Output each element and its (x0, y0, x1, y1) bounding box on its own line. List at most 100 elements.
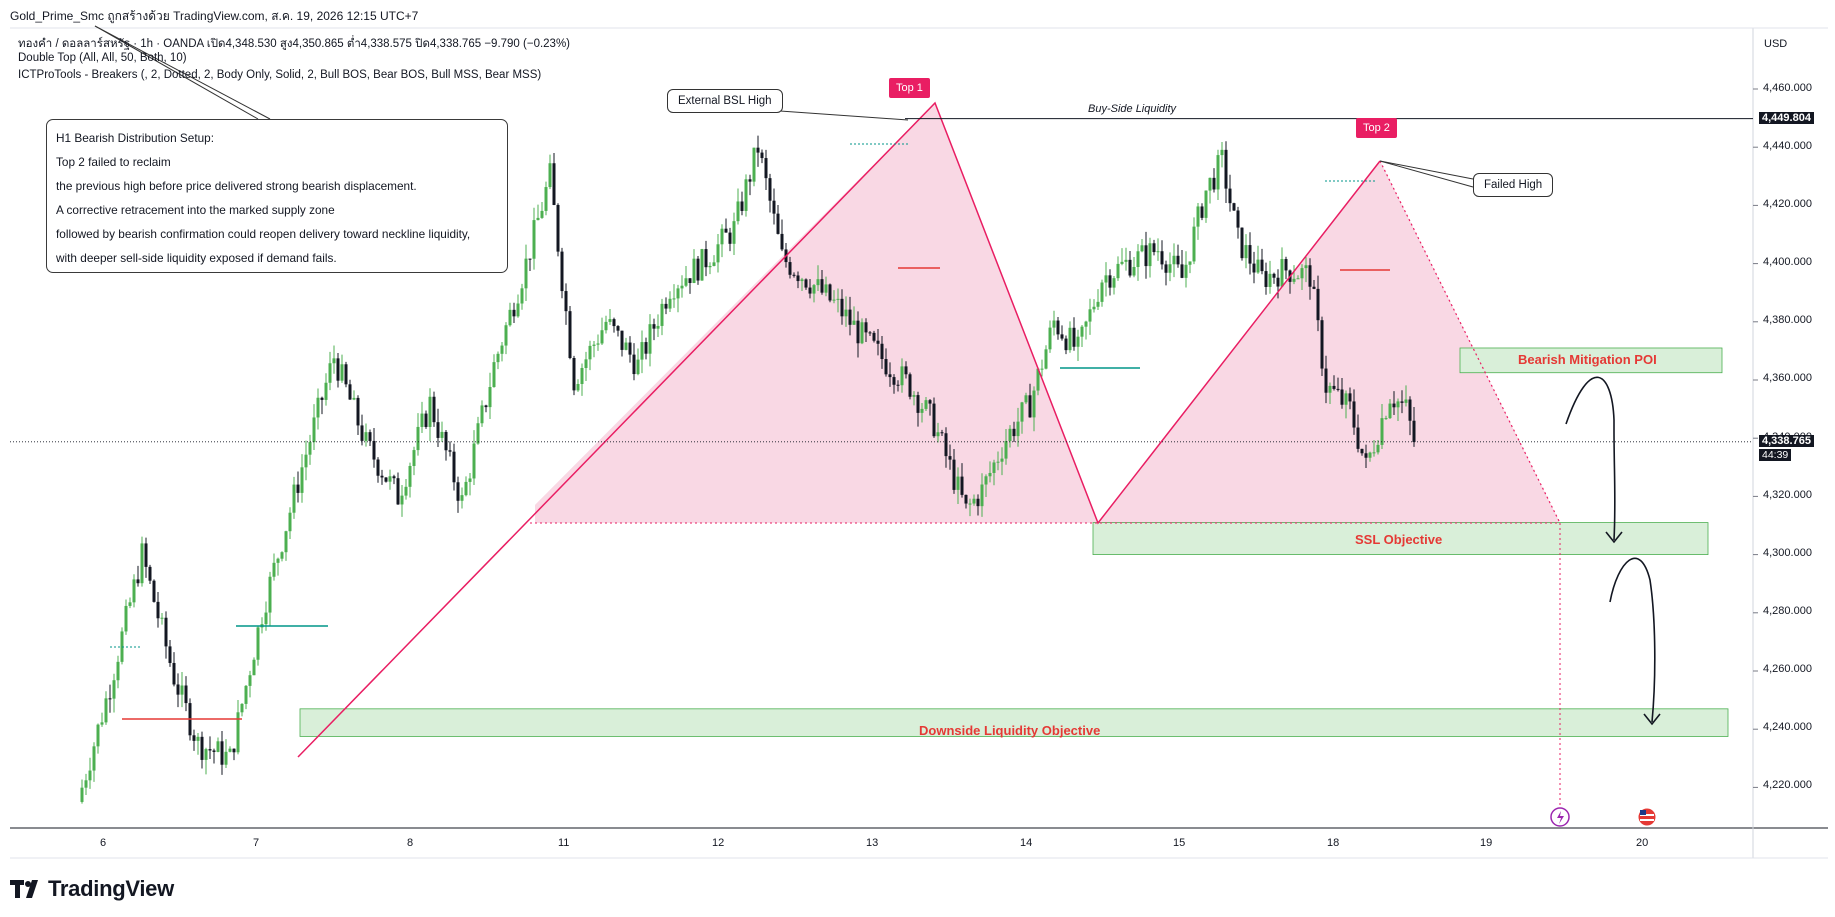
time-label-6: 14 (1020, 837, 1033, 849)
candle-body (792, 274, 796, 276)
candle-body (640, 342, 644, 360)
time-label-5: 13 (866, 837, 879, 849)
tradingview-logo[interactable]: TradingView (10, 876, 174, 902)
candle-body (1404, 399, 1408, 403)
price-tick-9: 4,280.000 (1763, 605, 1812, 617)
candle-body (996, 461, 1000, 463)
candle-body (668, 298, 672, 309)
symbol-ohlc-line[interactable]: ทองคำ / ดอลลาร์สหรัฐ · 1h · OANDA เปิด4,… (18, 35, 570, 53)
indicator-ict-breakers[interactable]: ICTProTools - Breakers (, 2, Dotted, 2, … (18, 69, 542, 81)
candle-body (1388, 403, 1392, 419)
candle-body (964, 494, 968, 504)
candle-body (788, 262, 792, 275)
top2-badge[interactable]: Top 2 (1356, 118, 1397, 138)
candle-body (560, 251, 564, 292)
candle-body (128, 602, 132, 606)
candle-body (620, 330, 624, 350)
candle-body (1356, 427, 1360, 449)
candle-body (148, 566, 152, 581)
candle-body (628, 342, 632, 355)
candle-body (680, 285, 684, 289)
candle-body (608, 319, 612, 322)
bearish-poi-label: Bearish Mitigation POI (1518, 352, 1657, 367)
projection-arrow-2 (1609, 557, 1656, 723)
brand-name: TradingView (48, 876, 174, 901)
candle-body (452, 451, 456, 483)
candle-body (1344, 393, 1348, 405)
time-label-8: 18 (1327, 837, 1340, 849)
candle-body (1076, 336, 1080, 347)
top1-badge[interactable]: Top 1 (889, 78, 930, 98)
candle-body (276, 558, 280, 563)
high-label: สูง (279, 38, 293, 50)
price-tick-1: 4,440.000 (1763, 140, 1812, 152)
candle-body (1300, 268, 1304, 279)
candle-body (168, 646, 172, 663)
external-bsl-pointer (779, 110, 909, 121)
symbol-label[interactable]: ทองคำ / ดอลลาร์สหรัฐ · 1h · OANDA (18, 38, 204, 50)
candle-body (736, 201, 740, 222)
indicator-double-top[interactable]: Double Top (All, All, 50, Both, 10) (18, 52, 187, 64)
candle-body (1092, 306, 1096, 310)
candle-body (1304, 265, 1308, 269)
candle-body (200, 736, 204, 760)
candle-body (1152, 243, 1156, 253)
candle-body (584, 359, 588, 368)
top2-fill (1098, 161, 1560, 523)
candle-body (644, 342, 648, 354)
candle-body (1052, 320, 1056, 328)
candle-body (520, 288, 524, 304)
price-tick-12: 4,220.000 (1763, 779, 1812, 791)
candle-body (208, 749, 212, 751)
candle-body (216, 741, 220, 752)
candle-body (1168, 264, 1172, 273)
candle-body (1048, 327, 1052, 350)
candle-body (1176, 255, 1180, 265)
candle-body (760, 152, 764, 159)
candle-body (1376, 444, 1380, 453)
callout-line-3: the previous high before price delivered… (56, 179, 417, 193)
failed-high-label[interactable]: Failed High (1473, 173, 1554, 197)
candle-body (476, 423, 480, 444)
candle-body (988, 472, 992, 477)
candle-body (504, 325, 508, 346)
candle-body (804, 279, 808, 288)
candle-body (1384, 418, 1388, 420)
candle-body (1028, 395, 1032, 418)
candle-body (1180, 264, 1184, 278)
external-bsl-label[interactable]: External BSL High (667, 89, 783, 113)
currency-label[interactable]: USD (1764, 38, 1788, 50)
candle-body (1040, 368, 1044, 370)
candle-body (908, 374, 912, 397)
setup-callout[interactable]: H1 Bearish Distribution Setup: Top 2 fai… (46, 119, 508, 273)
lightning-glyph-icon (1557, 811, 1564, 824)
candle-body (880, 343, 884, 360)
candle-body (328, 363, 332, 383)
candle-body (1292, 278, 1296, 282)
candle-body (1284, 259, 1288, 271)
candle-body (892, 377, 896, 385)
candle-body (300, 467, 304, 493)
candle-body (928, 400, 932, 404)
candle-body (1252, 263, 1256, 273)
candle-body (888, 374, 892, 378)
candle-body (772, 200, 776, 214)
candle-body (720, 228, 724, 245)
candle-body (324, 382, 328, 400)
candle-body (648, 324, 652, 354)
candle-body (776, 213, 780, 234)
candle-body (348, 384, 352, 400)
candle-body (636, 359, 640, 375)
candle-body (372, 440, 376, 460)
candle-body (956, 476, 960, 490)
candle-body (516, 303, 520, 317)
candle-body (1272, 273, 1276, 278)
candle-body (816, 279, 820, 286)
candle-body (740, 201, 744, 211)
candle-body (1156, 251, 1160, 253)
candle-body (1260, 259, 1264, 272)
candle-body (380, 475, 384, 478)
candle-body (564, 291, 568, 312)
candle-body (284, 531, 288, 553)
